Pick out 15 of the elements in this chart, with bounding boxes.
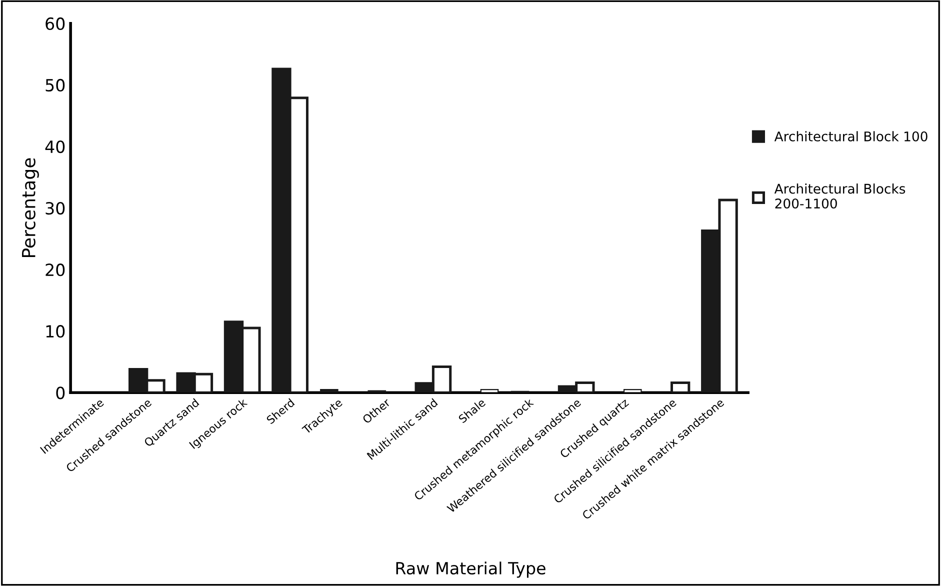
y-tick-label: 50 [46, 78, 65, 92]
bar [670, 382, 690, 393]
bar [480, 388, 499, 393]
y-tick-label: 60 [46, 17, 65, 30]
bar [623, 388, 642, 393]
x-axis-title: Raw Material Type [396, 562, 546, 578]
y-axis-title: Percentage [22, 158, 39, 258]
y-tick-label: 0 [56, 386, 65, 400]
legend-label: Architectural Blocks 200-1100 [774, 184, 906, 209]
y-tick-label: 10 [46, 325, 65, 338]
y-tick-label: 40 [45, 140, 65, 154]
y-tick-label: 30 [46, 202, 65, 215]
legend-label: Architectural Block 100 [774, 131, 928, 142]
bar [320, 388, 338, 393]
y-tick-label: 20 [46, 264, 65, 276]
